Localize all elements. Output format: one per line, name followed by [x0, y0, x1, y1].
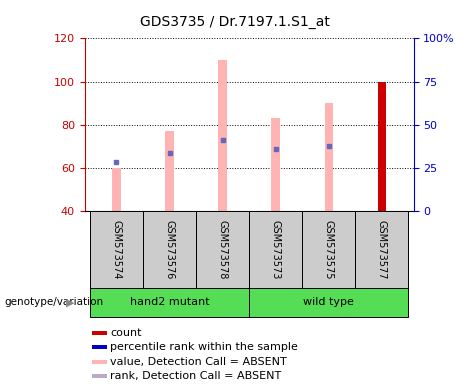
- Text: hand2 mutant: hand2 mutant: [130, 297, 209, 308]
- Text: wild type: wild type: [303, 297, 354, 308]
- Bar: [249, 288, 408, 317]
- Text: GSM573577: GSM573577: [377, 220, 387, 279]
- Bar: [92, 331, 107, 335]
- Text: value, Detection Call = ABSENT: value, Detection Call = ABSENT: [110, 357, 287, 367]
- Text: ▶: ▶: [66, 297, 75, 308]
- Bar: [377, 81, 386, 211]
- Text: GSM573578: GSM573578: [218, 220, 227, 279]
- Bar: [90, 288, 249, 317]
- Bar: [196, 211, 249, 288]
- Text: genotype/variation: genotype/variation: [5, 297, 104, 308]
- Text: GSM573576: GSM573576: [164, 220, 174, 279]
- Text: count: count: [110, 328, 141, 338]
- Text: GSM573574: GSM573574: [111, 220, 121, 279]
- Bar: [92, 345, 107, 349]
- Bar: [92, 360, 107, 364]
- Bar: [165, 131, 174, 211]
- Bar: [249, 211, 302, 288]
- Bar: [355, 211, 408, 288]
- Bar: [90, 211, 143, 288]
- Bar: [92, 374, 107, 378]
- Text: percentile rank within the sample: percentile rank within the sample: [110, 342, 298, 353]
- Text: GSM573573: GSM573573: [271, 220, 281, 279]
- Text: GDS3735 / Dr.7197.1.S1_at: GDS3735 / Dr.7197.1.S1_at: [140, 15, 330, 29]
- Bar: [219, 60, 227, 211]
- Bar: [302, 211, 355, 288]
- Bar: [324, 103, 333, 211]
- Bar: [143, 211, 196, 288]
- Bar: [272, 118, 280, 211]
- Bar: [377, 81, 386, 211]
- Text: GSM573575: GSM573575: [324, 220, 334, 279]
- Text: rank, Detection Call = ABSENT: rank, Detection Call = ABSENT: [110, 371, 281, 381]
- Bar: [112, 168, 121, 211]
